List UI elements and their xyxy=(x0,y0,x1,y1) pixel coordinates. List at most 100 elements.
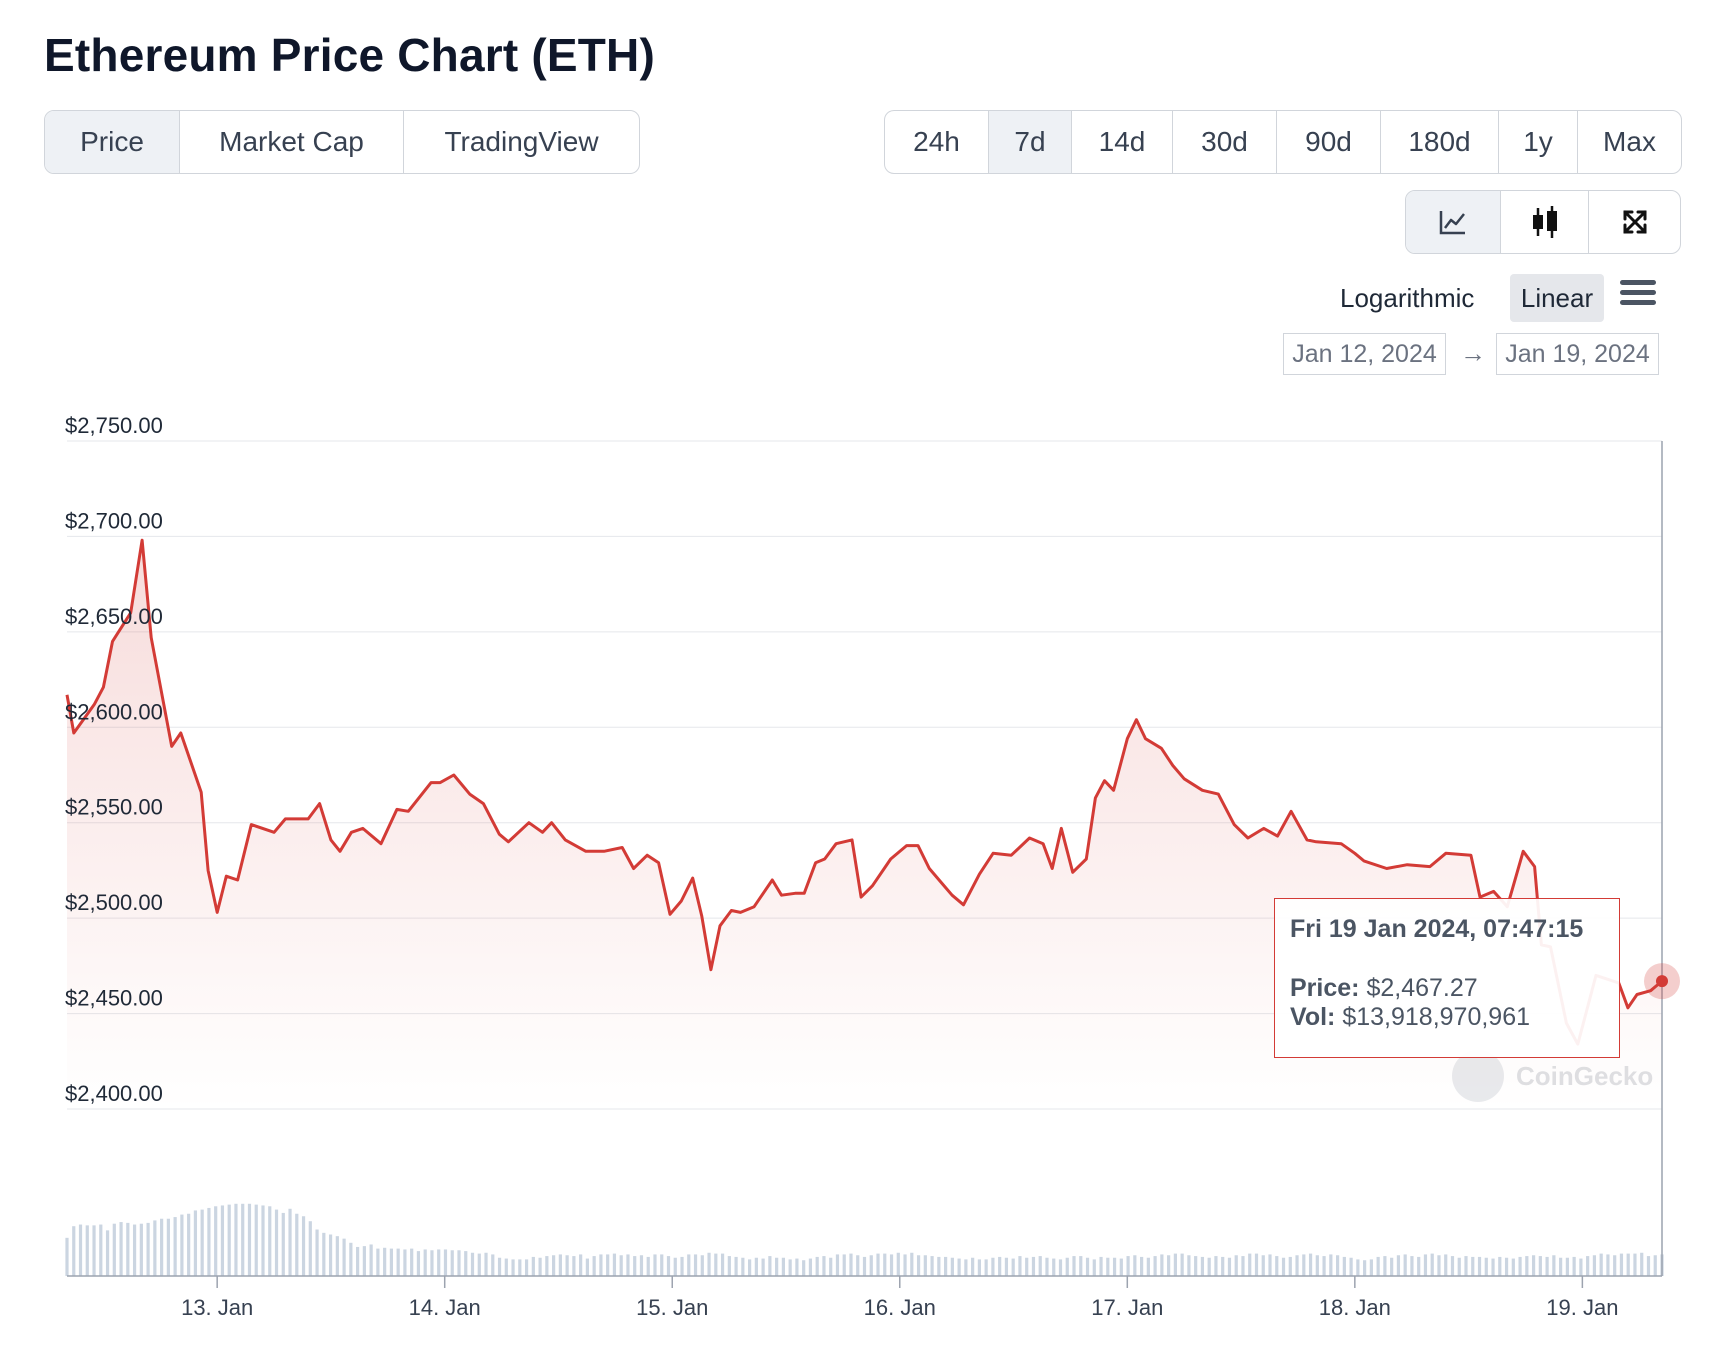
volume-bar xyxy=(1112,1257,1117,1276)
volume-bar xyxy=(511,1259,515,1276)
volume-bar xyxy=(349,1242,353,1276)
volume-bar xyxy=(889,1254,894,1276)
y-tick-label: $2,700.00 xyxy=(65,508,163,533)
volume-bar xyxy=(65,1237,69,1276)
volume-bar xyxy=(761,1258,765,1276)
volume-bar xyxy=(1241,1256,1245,1276)
period-1y[interactable]: 1y xyxy=(1498,111,1577,173)
volume-bar xyxy=(1261,1255,1265,1276)
volume-bar xyxy=(484,1252,488,1276)
volume-bar xyxy=(1633,1253,1637,1276)
period-7d[interactable]: 7d xyxy=(988,111,1071,173)
volume-bar xyxy=(1376,1256,1380,1276)
volume-bar xyxy=(795,1258,799,1276)
candlestick-button[interactable] xyxy=(1500,191,1588,253)
volume-bar xyxy=(322,1232,326,1276)
volume-bar xyxy=(1133,1255,1137,1276)
tab-price[interactable]: Price xyxy=(45,111,179,173)
volume-bar xyxy=(491,1254,495,1276)
x-tick-label: 14. Jan xyxy=(409,1295,481,1320)
volume-bar xyxy=(950,1257,954,1276)
x-tick-label: 18. Jan xyxy=(1319,1295,1391,1320)
volume-bar xyxy=(835,1254,840,1276)
date-to-input[interactable]: Jan 19, 2024 xyxy=(1496,333,1659,375)
line-chart-icon xyxy=(1439,211,1465,235)
volume-bar xyxy=(477,1253,481,1276)
period-180d[interactable]: 180d xyxy=(1380,111,1498,173)
period-24h[interactable]: 24h xyxy=(913,126,960,157)
period-max[interactable]: Max xyxy=(1577,111,1681,173)
volume-bar xyxy=(1052,1258,1056,1276)
volume-bar xyxy=(1464,1256,1468,1276)
volume-bar xyxy=(281,1212,285,1276)
volume-bar xyxy=(301,1216,306,1276)
volume-bar xyxy=(910,1252,914,1276)
volume-bar xyxy=(92,1225,96,1276)
volume-bar xyxy=(646,1256,650,1276)
volume-bar xyxy=(552,1255,556,1276)
volume-bar xyxy=(207,1207,211,1276)
volume-bar xyxy=(693,1254,698,1276)
line-chart-button[interactable] xyxy=(1406,191,1500,253)
volume-bar xyxy=(714,1253,718,1276)
period-30d[interactable]: 30d xyxy=(1172,111,1276,173)
volume-bar xyxy=(450,1250,454,1276)
volume-bar xyxy=(673,1257,677,1276)
volume-bar xyxy=(1403,1254,1407,1276)
volume-bar xyxy=(1498,1256,1502,1276)
chart-tooltip: Fri 19 Jan 2024, 07:47:15 Price: $2,467.… xyxy=(1274,898,1620,1058)
volume-bar xyxy=(592,1256,596,1276)
volume-bar xyxy=(78,1224,83,1276)
volume-bar xyxy=(768,1256,772,1276)
volume-bar xyxy=(200,1209,204,1276)
volume-bar xyxy=(335,1236,339,1276)
volume-bar xyxy=(1085,1257,1090,1276)
date-from-input[interactable]: Jan 12, 2024 xyxy=(1283,333,1446,375)
candlestick-icon xyxy=(1532,206,1557,238)
volume-bar xyxy=(308,1221,312,1276)
chart-tabs: Price Market Cap TradingView xyxy=(44,110,640,174)
volume-bar xyxy=(1477,1256,1482,1276)
volume-bar xyxy=(1139,1256,1144,1276)
volume-bar xyxy=(727,1256,731,1276)
period-14d[interactable]: 14d xyxy=(1071,111,1172,173)
volume-bar xyxy=(1349,1257,1353,1276)
volume-bar xyxy=(105,1230,110,1276)
volume-bar xyxy=(443,1249,448,1276)
chart-menu-icon[interactable] xyxy=(1620,280,1656,310)
period-90d[interactable]: 90d xyxy=(1276,111,1380,173)
volume-bar xyxy=(1653,1255,1657,1276)
x-tick-label: 17. Jan xyxy=(1091,1295,1163,1320)
volume-bar xyxy=(268,1206,272,1276)
volume-bar xyxy=(558,1254,562,1276)
tooltip-price-value: $2,467.27 xyxy=(1366,974,1478,1002)
volume-bar xyxy=(1518,1256,1522,1276)
volume-bar xyxy=(1613,1255,1617,1276)
linear-toggle[interactable]: Linear xyxy=(1510,274,1604,322)
volume-bar xyxy=(1315,1255,1319,1276)
volume-bar xyxy=(227,1204,231,1276)
volume-bar xyxy=(1031,1256,1036,1276)
fullscreen-icon xyxy=(1623,210,1646,234)
volume-bar xyxy=(85,1225,89,1276)
volume-bar xyxy=(687,1254,691,1276)
tab-tradingview[interactable]: TradingView xyxy=(403,111,639,173)
volume-bar xyxy=(247,1203,252,1276)
volume-bar xyxy=(707,1252,711,1276)
volume-bar xyxy=(639,1255,644,1276)
volume-bar xyxy=(1586,1256,1590,1276)
volume-bar xyxy=(788,1259,792,1276)
volume-bar xyxy=(146,1222,150,1276)
fullscreen-button[interactable] xyxy=(1588,191,1680,253)
tab-market-cap[interactable]: Market Cap xyxy=(179,111,403,173)
volume-bar xyxy=(754,1257,758,1276)
volume-bar xyxy=(1363,1260,1367,1276)
volume-bar xyxy=(1295,1255,1299,1276)
volume-bar xyxy=(153,1220,157,1276)
volume-bar xyxy=(328,1234,333,1276)
watermark-text: CoinGecko xyxy=(1516,1060,1654,1091)
logarithmic-toggle[interactable]: Logarithmic xyxy=(1340,282,1475,313)
volume-bar xyxy=(1180,1253,1184,1276)
volume-bar xyxy=(1491,1258,1495,1276)
